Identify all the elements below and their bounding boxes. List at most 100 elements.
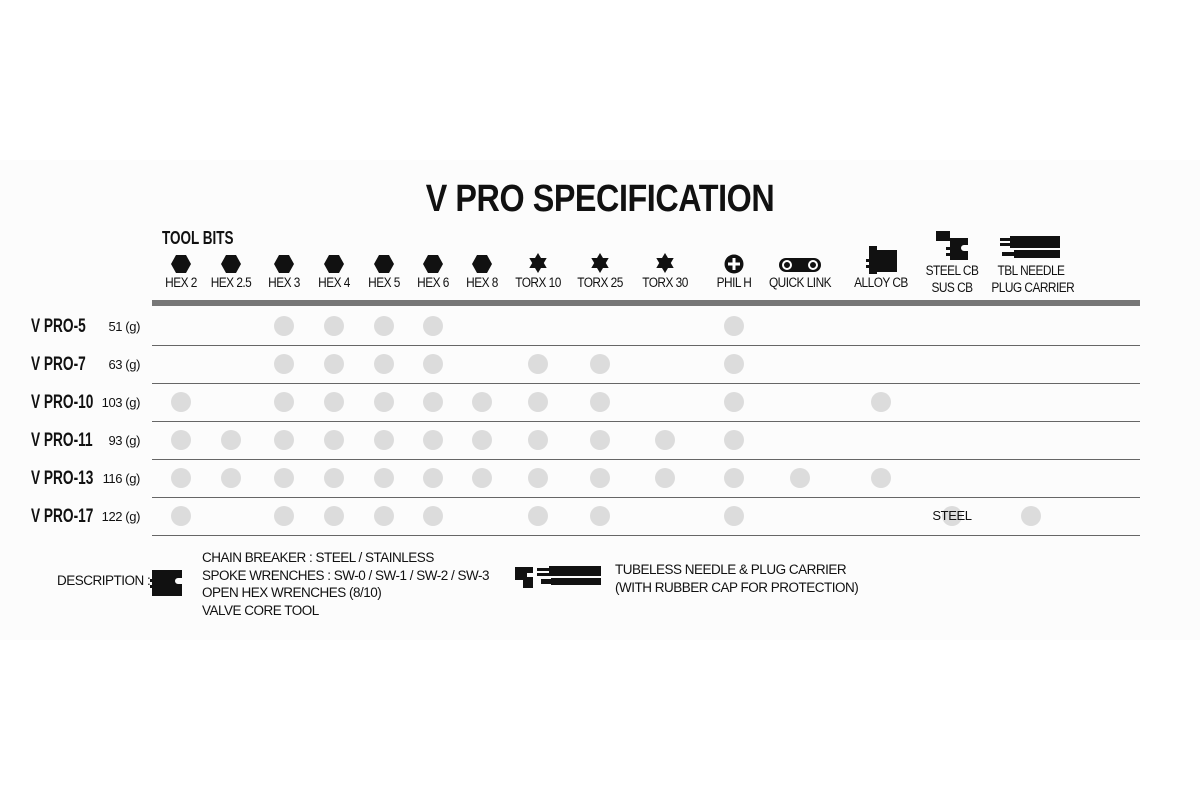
included-dot [374,354,394,374]
feature-cell [1021,506,1041,526]
feature-cell [324,506,344,526]
included-dot [871,468,891,488]
feature-cell [724,392,744,412]
included-dot [528,392,548,412]
included-dot [724,354,744,374]
feature-cell [324,392,344,412]
feature-cell [472,430,492,450]
hex-icon [186,238,276,274]
included-dot [324,354,344,374]
table-row: V PRO-5 51 (g) [0,308,1140,346]
included-dot [324,506,344,526]
included-dot [590,392,610,412]
model-name: V PRO-13 [31,468,94,489]
table-row: V PRO-7 63 (g) [0,346,1140,384]
feature-cell [724,354,744,374]
feature-cell [724,316,744,336]
hex-icon [289,238,379,274]
included-dot [171,506,191,526]
feature-cell [274,316,294,336]
column-header: TORX 10 [493,238,583,291]
feature-cell [590,430,610,450]
included-dot [423,506,443,526]
feature-cell [374,468,394,488]
included-dot [374,392,394,412]
feature-cell [324,430,344,450]
included-dot [790,468,810,488]
included-dot [324,316,344,336]
table-row: V PRO-11 93 (g) [0,422,1140,460]
column-header: ALLOY CB [836,238,926,291]
included-dot [590,430,610,450]
included-dot [472,468,492,488]
feature-cell [324,354,344,374]
column-header: STEEL CB SUS CB [907,226,997,296]
included-dot [221,468,241,488]
feature-cell [274,468,294,488]
feature-cell [274,392,294,412]
included-dot [528,506,548,526]
feature-cell [724,430,744,450]
model-name: V PRO-11 [31,430,93,451]
feature-cell [724,506,744,526]
feature-cell [871,468,891,488]
feature-cell [423,430,443,450]
hex-icon [239,238,329,274]
column-header: HEX 3 [239,238,329,291]
feature-cell [423,468,443,488]
feature-cell [528,468,548,488]
included-dot [274,316,294,336]
table-row: V PRO-17 122 (g) STEEL [0,498,1140,536]
included-dot [274,354,294,374]
torx-icon [555,238,645,274]
included-dot [655,468,675,488]
included-dot [274,392,294,412]
feature-cell [871,392,891,412]
feature-cell [423,392,443,412]
included-dot [324,430,344,450]
torx-icon [493,238,583,274]
feature-cell [472,392,492,412]
feature-cell [171,468,191,488]
included-dot [724,316,744,336]
column-label: TORX 30 [642,275,688,290]
model-weight: 63 (g) [108,357,140,372]
model-weight: 103 (g) [101,395,141,410]
included-dot [528,430,548,450]
included-dot [724,468,744,488]
included-dot [171,430,191,450]
included-dot [942,506,962,526]
column-header: HEX 6 [388,238,478,291]
feature-cell [374,392,394,412]
column-header: HEX 5 [339,238,429,291]
hex-icon [136,238,226,274]
column-header: PHIL H [689,238,779,291]
included-dot [171,392,191,412]
model-weight: 116 (g) [102,471,141,486]
column-label: HEX 6 [417,275,449,290]
torx-icon [620,238,710,274]
hex-icon [437,238,527,274]
column-header: HEX 2 [136,238,226,291]
tubeless-needle-plug-icon [515,566,601,588]
feature-cell [590,354,610,374]
included-dot [423,468,443,488]
column-label: STEEL CB [925,263,979,278]
column-header: HEX 8 [437,238,527,291]
included-dot [871,392,891,412]
column-label: TORX 10 [515,275,561,290]
feature-cell [374,430,394,450]
included-dot [221,430,241,450]
alloy-chain-breaker-icon [836,238,926,274]
feature-cell [171,392,191,412]
description-line: SPOKE WRENCHES : SW-0 / SW-1 / SW-2 / SW… [202,567,490,583]
steel-chain-breaker-icon [907,226,997,262]
phillips-icon [689,238,779,274]
column-label: HEX 2 [165,275,197,290]
included-dot [472,392,492,412]
included-dot [655,430,675,450]
row-divider [152,535,1140,536]
feature-cell [221,468,241,488]
column-label: HEX 2.5 [210,275,252,290]
hex-icon [339,238,429,274]
